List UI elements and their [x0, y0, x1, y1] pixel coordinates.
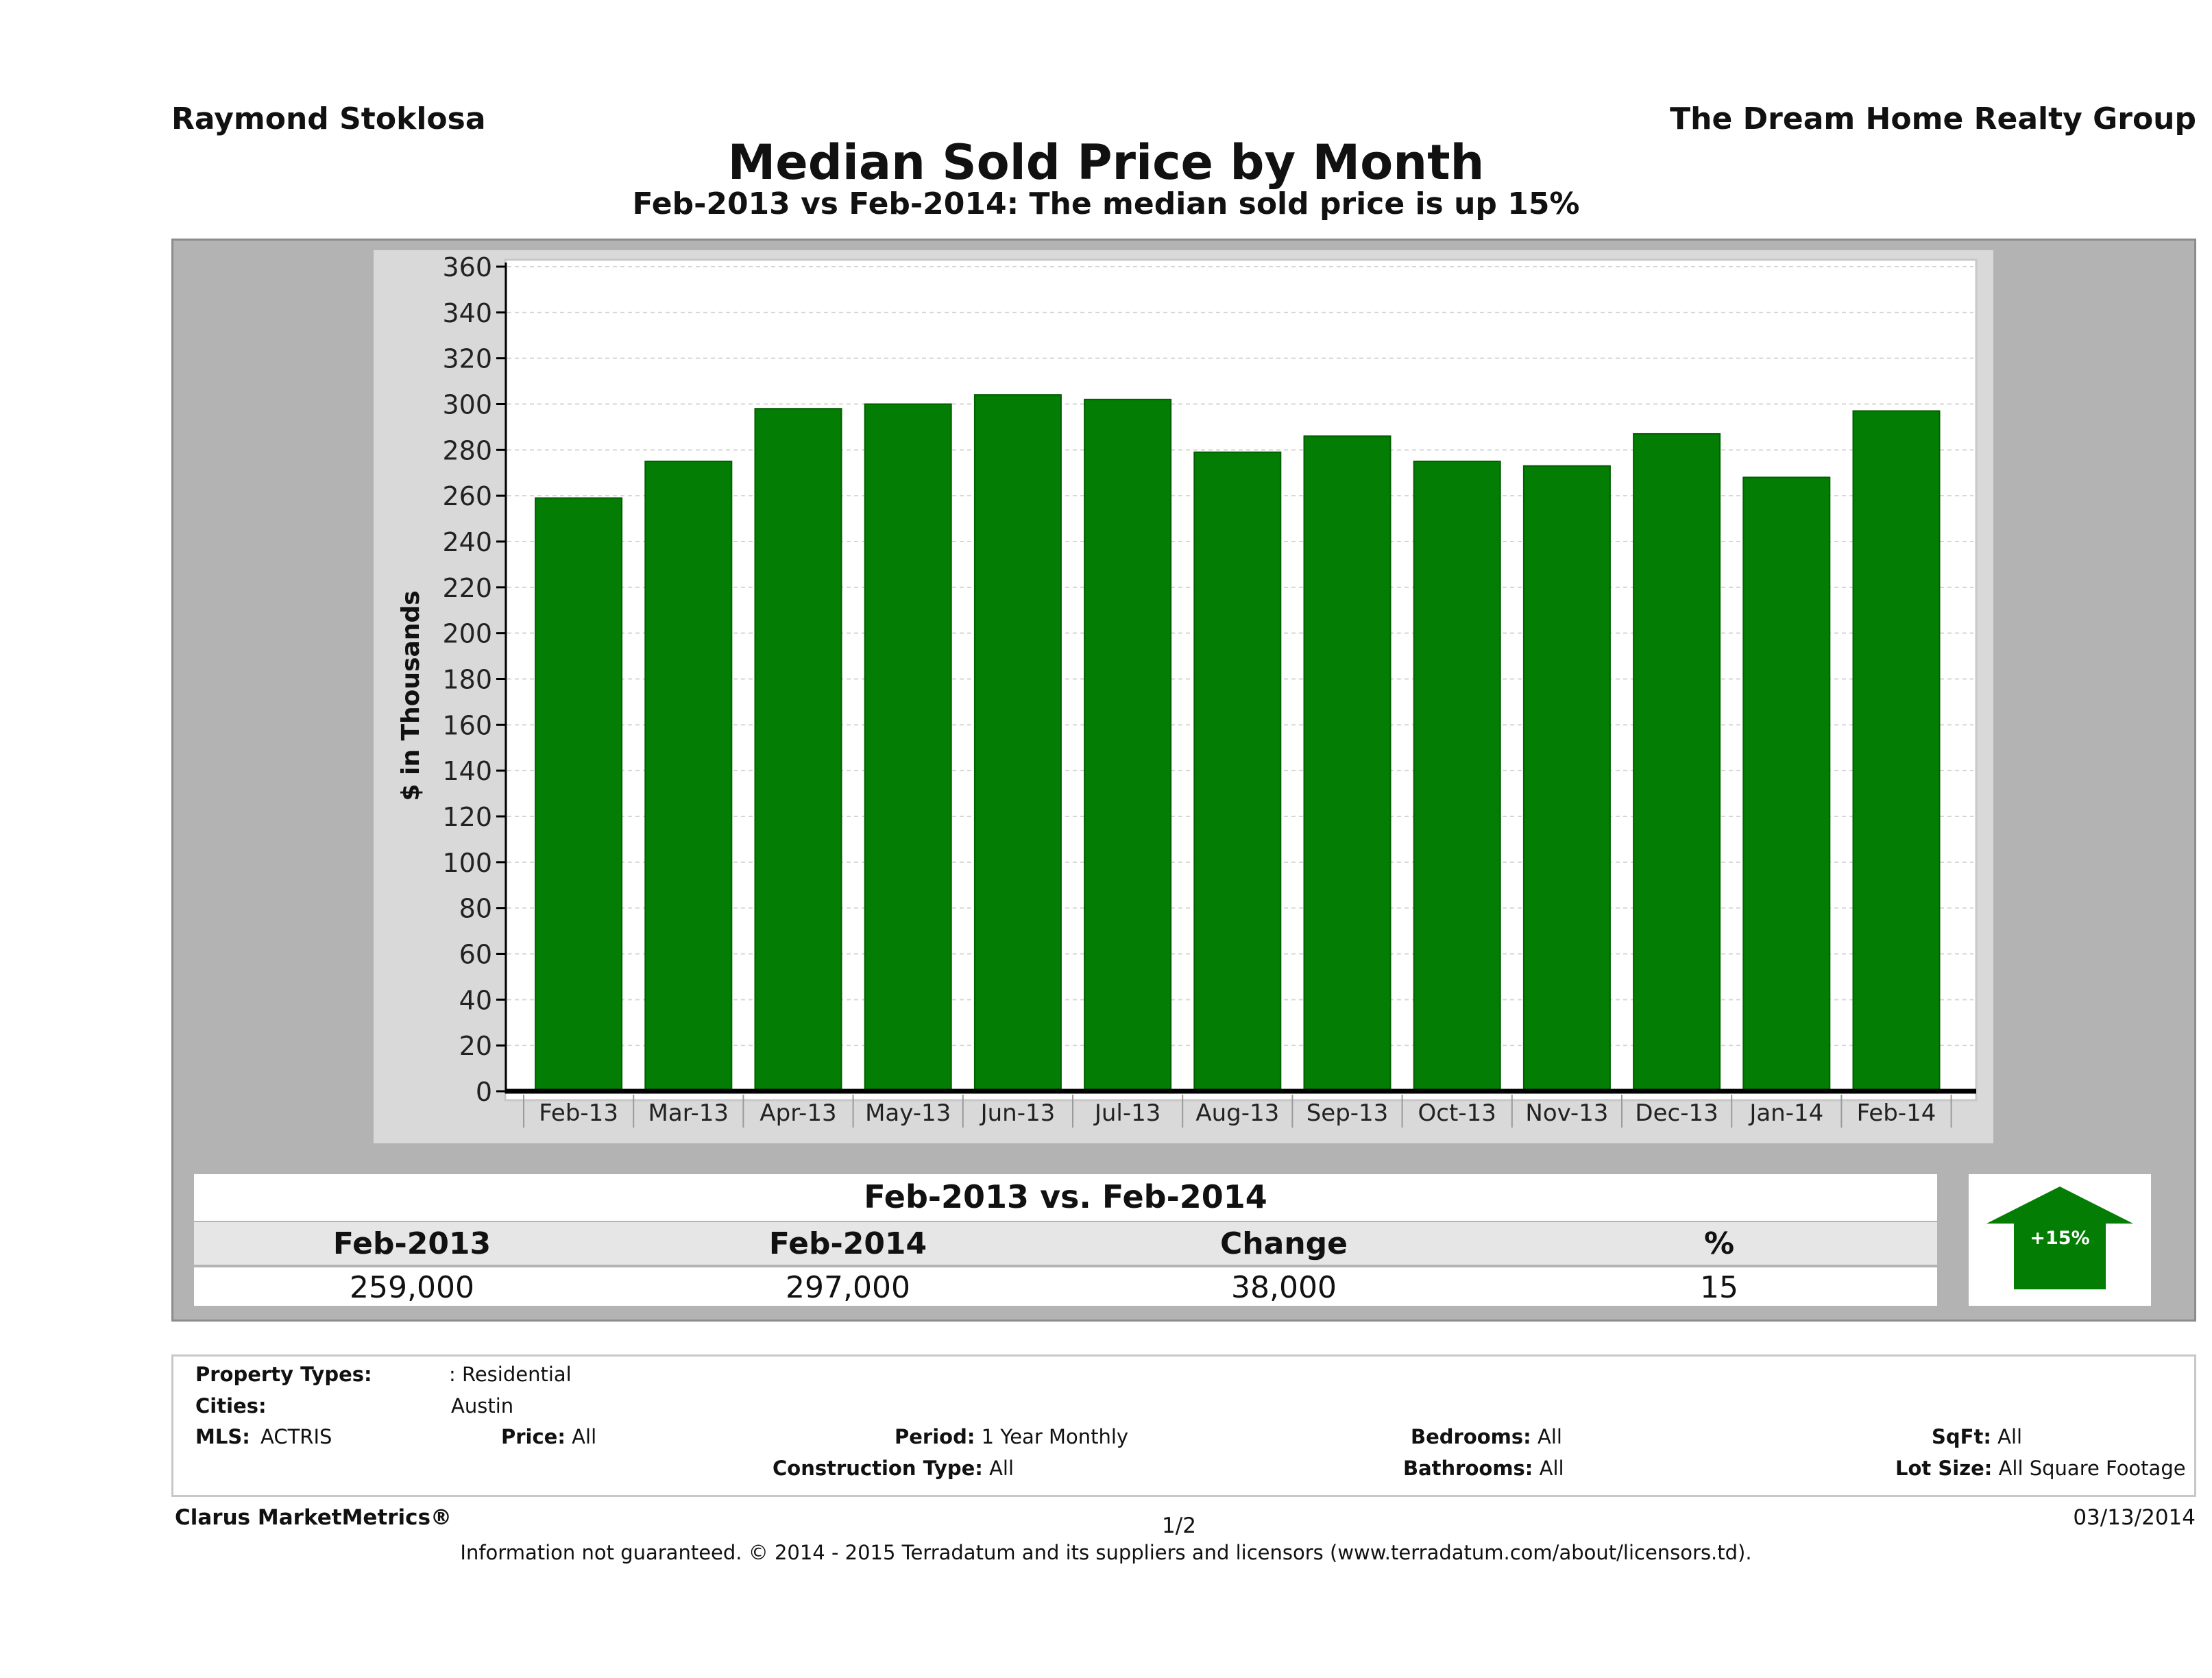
x-tick-label: Jul-13 — [1093, 1099, 1161, 1127]
y-tick-label: 60 — [459, 940, 492, 970]
property-types-value: : Residential — [449, 1363, 572, 1386]
bedrooms-label: Bedrooms: — [1411, 1425, 1531, 1448]
bar — [535, 497, 623, 1092]
y-tick-label: 360 — [442, 252, 492, 282]
criteria-box — [171, 1354, 2196, 1497]
cities-label: Cities: — [195, 1394, 267, 1418]
y-tick-label: 120 — [442, 802, 492, 832]
page-title: Median Sold Price by Month — [727, 134, 1485, 191]
arrow-shape — [1986, 1187, 2133, 1289]
cities-value: Austin — [451, 1394, 514, 1418]
y-tick-label: 0 — [476, 1077, 492, 1107]
bedrooms-value: All — [1537, 1425, 1562, 1448]
y-tick-label: 180 — [442, 665, 492, 695]
y-tick-label: 340 — [442, 298, 492, 328]
property-types-label: Property Types: — [195, 1363, 372, 1386]
summary-header-cell: Feb-2014 — [768, 1226, 927, 1261]
change-badge-label: +15% — [2030, 1228, 2089, 1249]
y-tick-label: 20 — [459, 1031, 492, 1061]
bar — [1852, 410, 1941, 1092]
summary-value-cell: 297,000 — [786, 1270, 910, 1305]
y-tick-label: 200 — [442, 619, 492, 649]
summary-title: Feb-2013 vs. Feb-2014 — [864, 1178, 1267, 1215]
price-value: All — [572, 1425, 597, 1448]
y-tick-label: 140 — [442, 756, 492, 786]
y-tick-label: 240 — [442, 527, 492, 557]
x-tick-label: May-13 — [865, 1099, 951, 1127]
x-tick-label: Oct-13 — [1418, 1099, 1496, 1127]
bar — [754, 408, 842, 1092]
page-number: 1/2 — [1162, 1513, 1196, 1538]
y-axis-label: $ in Thousands — [397, 590, 425, 801]
bar — [1742, 476, 1831, 1092]
bar — [644, 461, 733, 1092]
y-tick-label: 220 — [442, 573, 492, 603]
y-tick-label: 80 — [459, 894, 492, 924]
bar — [973, 394, 1062, 1092]
bar — [1413, 461, 1501, 1092]
bathrooms-value: All — [1539, 1457, 1564, 1480]
x-tick-label: Feb-14 — [1857, 1099, 1936, 1127]
summary-value-row: 259,000 297,000 38,000 15 — [194, 1267, 1937, 1306]
x-tick-label: Nov-13 — [1525, 1099, 1608, 1127]
brand-label: Clarus MarketMetrics® — [175, 1505, 452, 1530]
price-label: Price: — [501, 1425, 566, 1448]
sqft-label: SqFt: — [1932, 1425, 1991, 1448]
y-tick-label: 260 — [442, 481, 492, 511]
mls-value: ACTRIS — [260, 1425, 332, 1448]
page-subtitle: Feb-2013 vs Feb-2014: The median sold pr… — [632, 186, 1580, 221]
bar — [1633, 433, 1721, 1093]
lot-size-label: Lot Size: — [1895, 1457, 1993, 1480]
construction-type-label: Construction Type: — [773, 1457, 983, 1480]
construction-type-value: All — [989, 1457, 1014, 1480]
x-tick-label: Aug-13 — [1195, 1099, 1279, 1127]
gridlines — [507, 266, 1973, 1047]
x-tick-label: Jun-13 — [980, 1099, 1056, 1127]
x-tick-label: Apr-13 — [759, 1099, 836, 1127]
x-axis-ticks: Feb-13 Mar-13 Apr-13 May-13 Jun-13 Jul-13 Aug-… — [523, 1095, 1952, 1128]
up-arrow-icon: +15% — [1986, 1187, 2133, 1289]
bar — [1303, 435, 1391, 1092]
bars — [535, 394, 1941, 1093]
x-tick-label: Jan-14 — [1748, 1099, 1823, 1127]
summary-header-cell: Change — [1220, 1226, 1348, 1261]
summary-header-cell: % — [1703, 1226, 1735, 1261]
company-name: The Dream Home Realty Group — [1670, 101, 2196, 136]
mls-label: MLS: — [195, 1425, 250, 1448]
y-tick-label: 40 — [459, 985, 492, 1015]
lot-size-value: All Square Footage — [1998, 1457, 2186, 1480]
summary-header-cell: Feb-2013 — [332, 1226, 491, 1261]
period-label: Period: — [895, 1425, 975, 1448]
summary-value-cell: 38,000 — [1231, 1270, 1337, 1305]
disclaimer: Information not guaranteed. © 2014 - 201… — [460, 1541, 1752, 1564]
y-tick-label: 300 — [442, 390, 492, 420]
bar — [1522, 465, 1611, 1093]
bar — [1084, 398, 1172, 1093]
summary-value-cell: 15 — [1700, 1270, 1738, 1305]
x-tick-label: Feb-13 — [539, 1099, 618, 1127]
summary-title-row: Feb-2013 vs. Feb-2014 — [194, 1174, 1937, 1221]
summary-header-row: Feb-2013 Feb-2014 Change % — [194, 1222, 1937, 1265]
y-tick-label: 100 — [442, 848, 492, 878]
y-axis-ticks: 0 20 40 60 80 100 120 140 160 180 200 220 240 260 280 3… — [442, 252, 506, 1107]
report-date: 03/13/2014 — [2073, 1505, 2196, 1530]
bar — [1193, 451, 1282, 1092]
y-tick-label: 160 — [442, 710, 492, 740]
bathrooms-label: Bathrooms: — [1403, 1457, 1533, 1480]
bar — [864, 403, 952, 1092]
x-tick-label: Mar-13 — [648, 1099, 729, 1127]
y-tick-label: 320 — [442, 344, 492, 374]
bar-chart: 0 20 40 60 80 100 120 140 160 180 200 220 240 260 280 3… — [397, 252, 1978, 1128]
y-tick-label: 280 — [442, 435, 492, 465]
agent-name: Raymond Stoklosa — [171, 101, 486, 136]
period-value: 1 Year Monthly — [981, 1425, 1129, 1448]
sqft-value: All — [1997, 1425, 2023, 1448]
x-tick-label: Sep-13 — [1306, 1099, 1389, 1127]
x-tick-label: Dec-13 — [1635, 1099, 1718, 1127]
summary-value-cell: 259,000 — [350, 1270, 474, 1305]
